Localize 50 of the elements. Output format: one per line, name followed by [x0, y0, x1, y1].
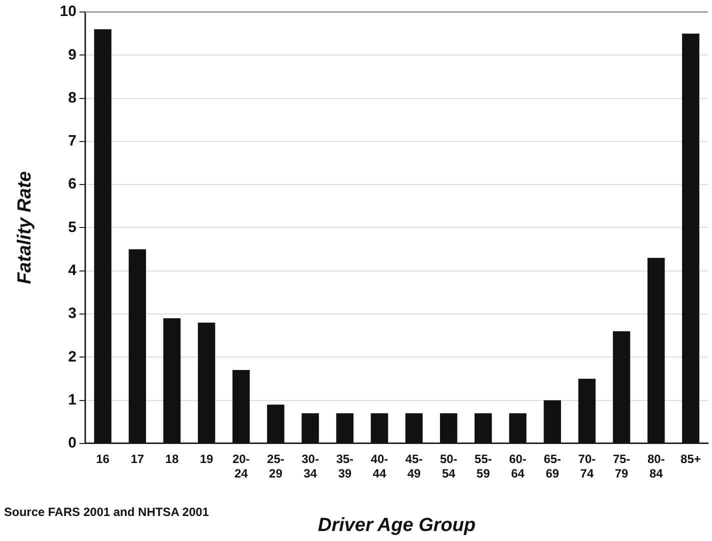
- x-tick-label: 70-74: [578, 452, 596, 480]
- y-axis-title: Fatality Rate: [14, 170, 36, 284]
- x-axis-title: Driver Age Group: [318, 514, 476, 536]
- bar: [370, 413, 388, 443]
- bar: [578, 378, 596, 443]
- x-tick-label: 85+: [680, 452, 701, 466]
- bar: [336, 413, 354, 443]
- x-tick-label: 40-44: [370, 452, 388, 480]
- y-tick-label: 9: [68, 46, 76, 64]
- x-tick-label: 25-29: [267, 452, 284, 480]
- y-tick-label: 5: [68, 218, 76, 236]
- bar: [544, 400, 562, 443]
- y-tick-label: 8: [68, 89, 76, 106]
- y-tick-label: 4: [68, 262, 78, 279]
- bar: [612, 331, 630, 443]
- y-tick-label: 3: [68, 305, 76, 322]
- bar: [440, 413, 458, 443]
- bar: [509, 413, 526, 443]
- x-tick-label: 65-69: [544, 452, 562, 480]
- y-tick-label: 2: [68, 348, 76, 366]
- bar: [232, 370, 250, 443]
- x-tick-label: 60-64: [509, 452, 526, 480]
- x-tick-label: 19: [200, 452, 214, 466]
- bar: [682, 34, 700, 443]
- x-tick-label: 80-84: [647, 452, 665, 480]
- y-tick-label: 7: [68, 132, 76, 150]
- x-tick-label: 18: [165, 452, 179, 466]
- y-tick-label: 1: [68, 391, 76, 408]
- y-tick-label: 10: [60, 3, 76, 20]
- bar: [94, 29, 112, 443]
- x-tick-label: 55-59: [474, 452, 492, 480]
- bar: [163, 318, 181, 443]
- x-tick-label: 50-54: [440, 452, 458, 480]
- x-tick-label: 45-49: [405, 452, 423, 480]
- x-tick-label: 17: [130, 452, 144, 466]
- bar: [267, 404, 284, 443]
- bar: [128, 249, 146, 443]
- y-tick-label: 0: [68, 434, 76, 452]
- x-tick-label: 20-24: [232, 452, 250, 480]
- bar: [647, 258, 665, 443]
- x-tick-label: 16: [96, 452, 110, 466]
- x-tick-label: 75-79: [612, 452, 630, 480]
- source-note: Source FARS 2001 and NHTSA 2001: [4, 505, 209, 519]
- bar: [302, 413, 319, 443]
- bar: [198, 322, 216, 443]
- y-tick-label: 6: [68, 176, 76, 193]
- bar: [474, 413, 492, 443]
- bar: [405, 413, 423, 443]
- x-tick-label: 35-39: [336, 452, 354, 480]
- x-tick-label: 30-34: [302, 452, 319, 480]
